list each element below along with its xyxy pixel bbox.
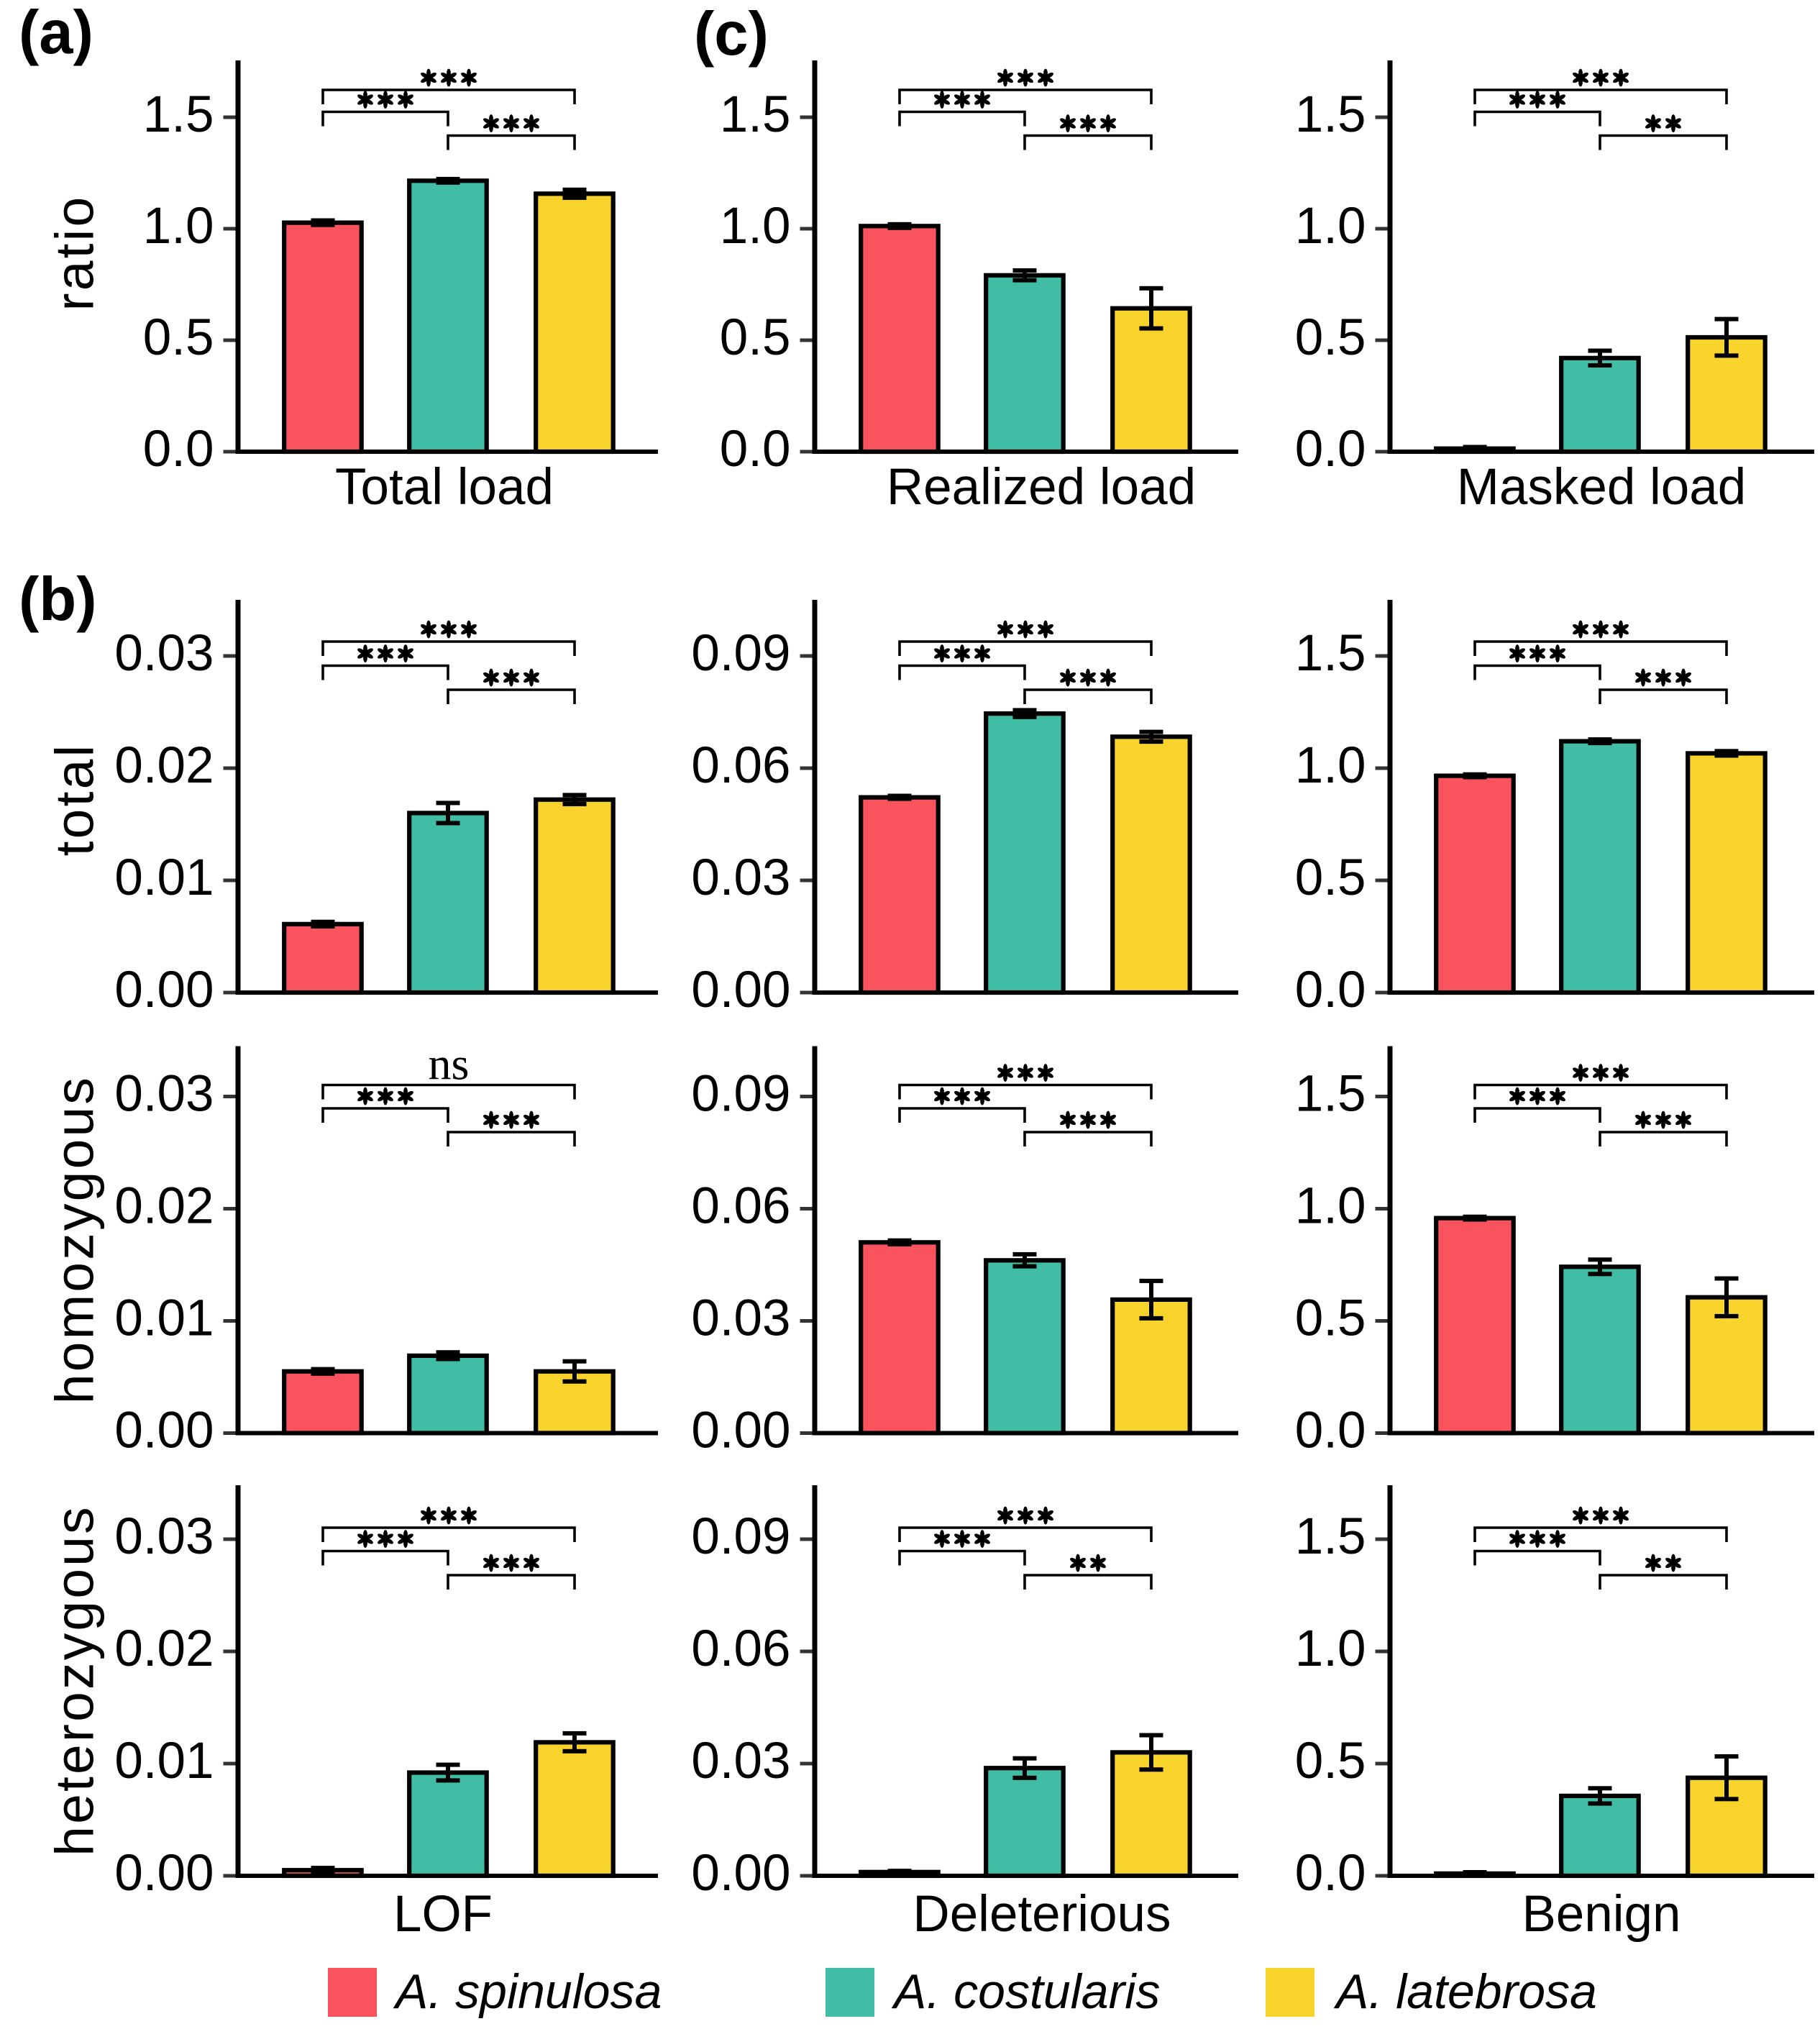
- svg-text:0.5: 0.5: [1295, 309, 1366, 366]
- svg-text:0.03: 0.03: [691, 849, 790, 906]
- svg-text:1.5: 1.5: [1295, 1508, 1366, 1565]
- svg-text:0.0: 0.0: [1295, 1403, 1366, 1459]
- svg-text:A. spinulosa: A. spinulosa: [393, 1964, 662, 2019]
- svg-text:1.5: 1.5: [1295, 625, 1366, 682]
- svg-text:0.09: 0.09: [691, 1508, 790, 1565]
- svg-text:0.0: 0.0: [1295, 962, 1366, 1018]
- svg-text:0.0: 0.0: [720, 421, 791, 478]
- svg-text:0.01: 0.01: [114, 1733, 214, 1789]
- svg-text:0.00: 0.00: [691, 962, 790, 1018]
- svg-text:heterozygous: heterozygous: [45, 1505, 105, 1856]
- svg-text:0.5: 0.5: [1295, 1733, 1366, 1789]
- svg-text:1.0: 1.0: [143, 198, 214, 255]
- svg-text:1.5: 1.5: [720, 86, 791, 143]
- svg-text:1.5: 1.5: [1295, 1066, 1366, 1123]
- svg-text:0.00: 0.00: [691, 1403, 790, 1459]
- svg-text:1.0: 1.0: [1295, 737, 1366, 794]
- svg-text:0.01: 0.01: [114, 1290, 214, 1347]
- svg-text:0.00: 0.00: [114, 1403, 214, 1459]
- svg-text:Deleterious: Deleterious: [913, 1886, 1171, 1943]
- svg-text:total: total: [45, 743, 105, 857]
- svg-text:0.00: 0.00: [114, 962, 214, 1018]
- svg-text:0.06: 0.06: [691, 1178, 790, 1235]
- svg-text:0.06: 0.06: [691, 737, 790, 794]
- svg-text:0.0: 0.0: [1295, 1845, 1366, 1902]
- svg-text:Benign: Benign: [1522, 1886, 1680, 1943]
- svg-text:ratio: ratio: [45, 195, 105, 311]
- svg-text:Total load: Total load: [335, 459, 554, 516]
- svg-text:0.06: 0.06: [691, 1620, 790, 1677]
- svg-text:0.0: 0.0: [1295, 421, 1366, 478]
- svg-text:0.5: 0.5: [1295, 849, 1366, 906]
- svg-text:0.00: 0.00: [691, 1845, 790, 1902]
- svg-text:0.5: 0.5: [143, 309, 214, 366]
- svg-text:0.09: 0.09: [691, 1066, 790, 1123]
- svg-text:homozygous: homozygous: [45, 1075, 105, 1404]
- svg-text:0.5: 0.5: [720, 309, 791, 366]
- svg-text:0.01: 0.01: [114, 849, 214, 906]
- svg-text:1.5: 1.5: [1295, 86, 1366, 143]
- svg-text:0.03: 0.03: [691, 1290, 790, 1347]
- svg-text:1.5: 1.5: [143, 86, 214, 143]
- svg-text:0.02: 0.02: [114, 1620, 214, 1677]
- svg-text:0.03: 0.03: [114, 1508, 214, 1565]
- svg-text:0.03: 0.03: [114, 1066, 214, 1123]
- svg-text:1.0: 1.0: [1295, 1178, 1366, 1235]
- svg-text:1.0: 1.0: [1295, 1620, 1366, 1677]
- svg-text:0.03: 0.03: [691, 1733, 790, 1789]
- svg-text:Masked load: Masked load: [1457, 459, 1747, 516]
- svg-text:0.03: 0.03: [114, 625, 214, 682]
- svg-text:Realized load: Realized load: [887, 459, 1196, 516]
- svg-text:0.02: 0.02: [114, 737, 214, 794]
- svg-text:0.02: 0.02: [114, 1178, 214, 1235]
- svg-text:A. costularis: A. costularis: [891, 1964, 1160, 2019]
- svg-text:0.09: 0.09: [691, 625, 790, 682]
- svg-text:0.0: 0.0: [143, 421, 214, 478]
- svg-text:(c): (c): [694, 0, 769, 68]
- svg-text:0.00: 0.00: [114, 1845, 214, 1902]
- svg-text:ns: ns: [429, 1039, 470, 1090]
- svg-text:1.0: 1.0: [720, 198, 791, 255]
- svg-text:LOF: LOF: [393, 1886, 493, 1943]
- svg-text:(b): (b): [19, 565, 97, 634]
- svg-text:(a): (a): [19, 0, 93, 67]
- svg-text:1.0: 1.0: [1295, 198, 1366, 255]
- svg-text:A. latebrosa: A. latebrosa: [1333, 1964, 1597, 2019]
- svg-text:0.5: 0.5: [1295, 1290, 1366, 1347]
